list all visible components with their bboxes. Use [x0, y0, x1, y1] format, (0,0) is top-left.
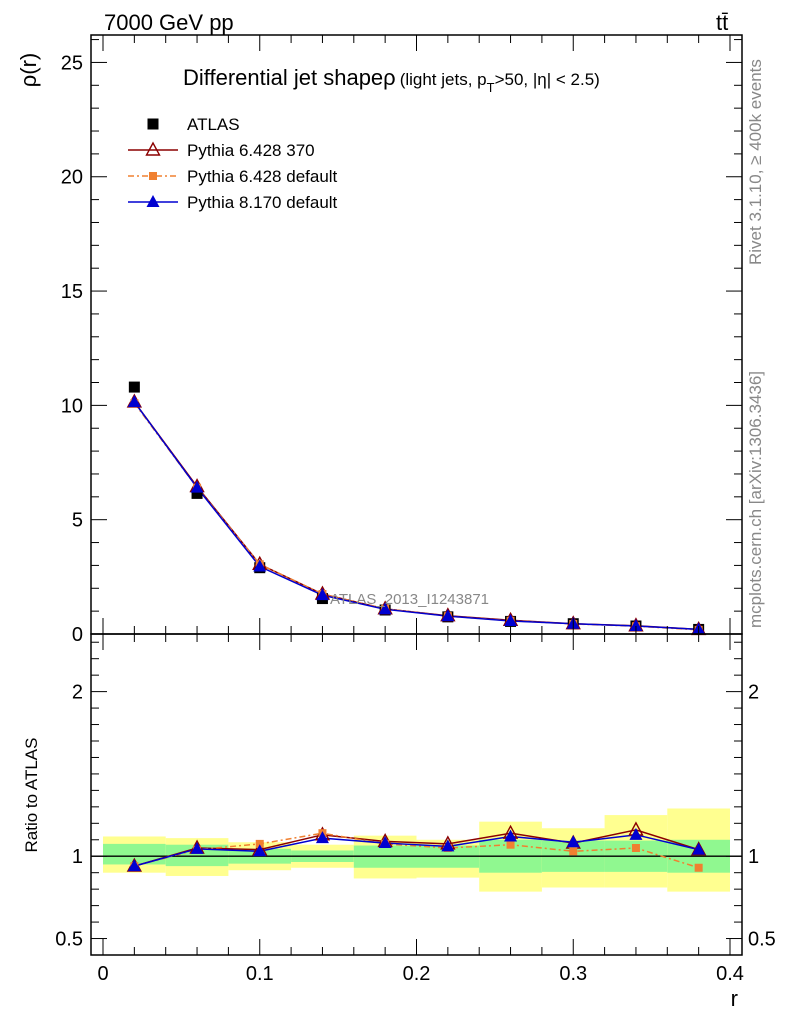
main-y-axis-label: ρ(r): [16, 53, 41, 88]
process-label: tt̄: [716, 10, 728, 35]
ratio-frame: [90, 633, 743, 956]
data-point-pythia-8-170-default: [127, 859, 141, 872]
y-tick-label: 0: [72, 624, 83, 646]
mcplots-label: mcplots.cern.ch [arXiv:1306.3436]: [746, 371, 765, 628]
data-point-pythia-8-170-default: [629, 618, 643, 631]
x-axis-label: r: [731, 986, 738, 1011]
series-line-pythia-6-428-370: [134, 829, 699, 867]
legend-label-atlas: ATLAS: [187, 115, 240, 134]
analysis-watermark: ATLAS_2013_I1243871: [330, 591, 489, 608]
x-tick-label: 0.2: [403, 963, 431, 985]
legend: ATLAS Pythia 6.428 370 Pythia 6.428 defaul…: [128, 115, 338, 212]
data-point-pythia-8-170-default: [315, 588, 329, 601]
data-point-pythia-8-170-default: [190, 841, 204, 854]
data-point-atlas: [128, 381, 140, 393]
data-point-pythia-6-428-default: [631, 844, 640, 852]
data-point-pythia-8-170-default: [378, 836, 392, 849]
x-tick-label: 0.3: [559, 963, 587, 985]
y-tick-label: 25: [61, 52, 83, 74]
main-title: Differential jet shapeρ (light jets, pT>5…: [183, 65, 600, 95]
legend-label-pythia-6-428-370: Pythia 6.428 370: [187, 141, 315, 160]
y-tick-label: 10: [61, 395, 83, 417]
main-panel: 0 5 10 15 20 25 Differential jet shapeρ (light…: [16, 34, 743, 646]
y-tick-label-right: 1: [748, 846, 759, 868]
data-point-pythia-6-428-default: [694, 863, 703, 872]
ratio-y-axis-label: Ratio to ATLAS: [22, 738, 41, 853]
series-line-pythia-8-170-default: [133, 401, 699, 631]
y-tick-label: 20: [61, 167, 83, 189]
y-tick-label: 0.5: [55, 929, 83, 951]
data-point-pythia-8-170-default: [441, 839, 455, 852]
data-point-pythia-6-428-default: [255, 839, 264, 848]
energy-label: 7000 GeV pp: [104, 10, 234, 35]
y-tick-label-right: 2: [748, 682, 759, 704]
y-tick-label: 1: [72, 846, 83, 868]
data-point-pythia-8-170-default: [566, 835, 580, 848]
data-point-pythia-8-170-default: [190, 480, 204, 493]
y-tick-label: 5: [72, 510, 83, 532]
y-tick-label-right: 0.5: [748, 929, 776, 951]
legend-marker-pythia-6-428-370: [145, 141, 161, 156]
data-point-pythia-8-170-default: [692, 842, 706, 855]
data-point-pythia-6-428-default: [506, 840, 515, 849]
data-point-pythia-8-170-default: [441, 609, 455, 622]
data-point-pythia-8-170-default: [253, 559, 267, 572]
legend-label-pythia-8-170-default: Pythia 8.170 default: [187, 193, 338, 212]
x-tick-label: 0.4: [716, 963, 744, 985]
y-tick-label: 2: [72, 682, 83, 704]
data-point-pythia-8-170-default: [629, 827, 643, 840]
x-tick-label: 0.1: [246, 963, 274, 985]
data-point-pythia-8-170-default: [253, 844, 267, 857]
ratio-band-stat: [103, 843, 166, 865]
data-point-pythia-8-170-default: [504, 829, 518, 842]
series-line-pythia-8-170-default: [134, 834, 699, 867]
legend-marker-pythia-6-428-default: [149, 172, 157, 180]
legend-label-pythia-6-428-default: Pythia 6.428 default: [187, 167, 338, 186]
legend-marker-pythia-8-170-default: [146, 195, 160, 207]
legend-marker-atlas: [147, 118, 159, 130]
data-point-pythia-8-170-default: [315, 831, 329, 844]
data-point-pythia-8-170-default: [127, 394, 141, 407]
rivet-label: Rivet 3.1.10, ≥ 400k events: [746, 59, 765, 265]
data-point-pythia-8-170-default: [378, 602, 392, 615]
data-point-atlas: [191, 487, 203, 499]
data-point-pythia-6-428-default: [569, 847, 578, 856]
y-tick-label: 15: [61, 281, 83, 303]
x-tick-label: 0: [97, 963, 108, 985]
data-point-pythia-8-170-default: [504, 613, 518, 626]
ratio-panel: 0 0.1 0.2 0.3 0.40.5 0.51 12 2 Ratio to ATLAS r: [22, 633, 776, 1011]
